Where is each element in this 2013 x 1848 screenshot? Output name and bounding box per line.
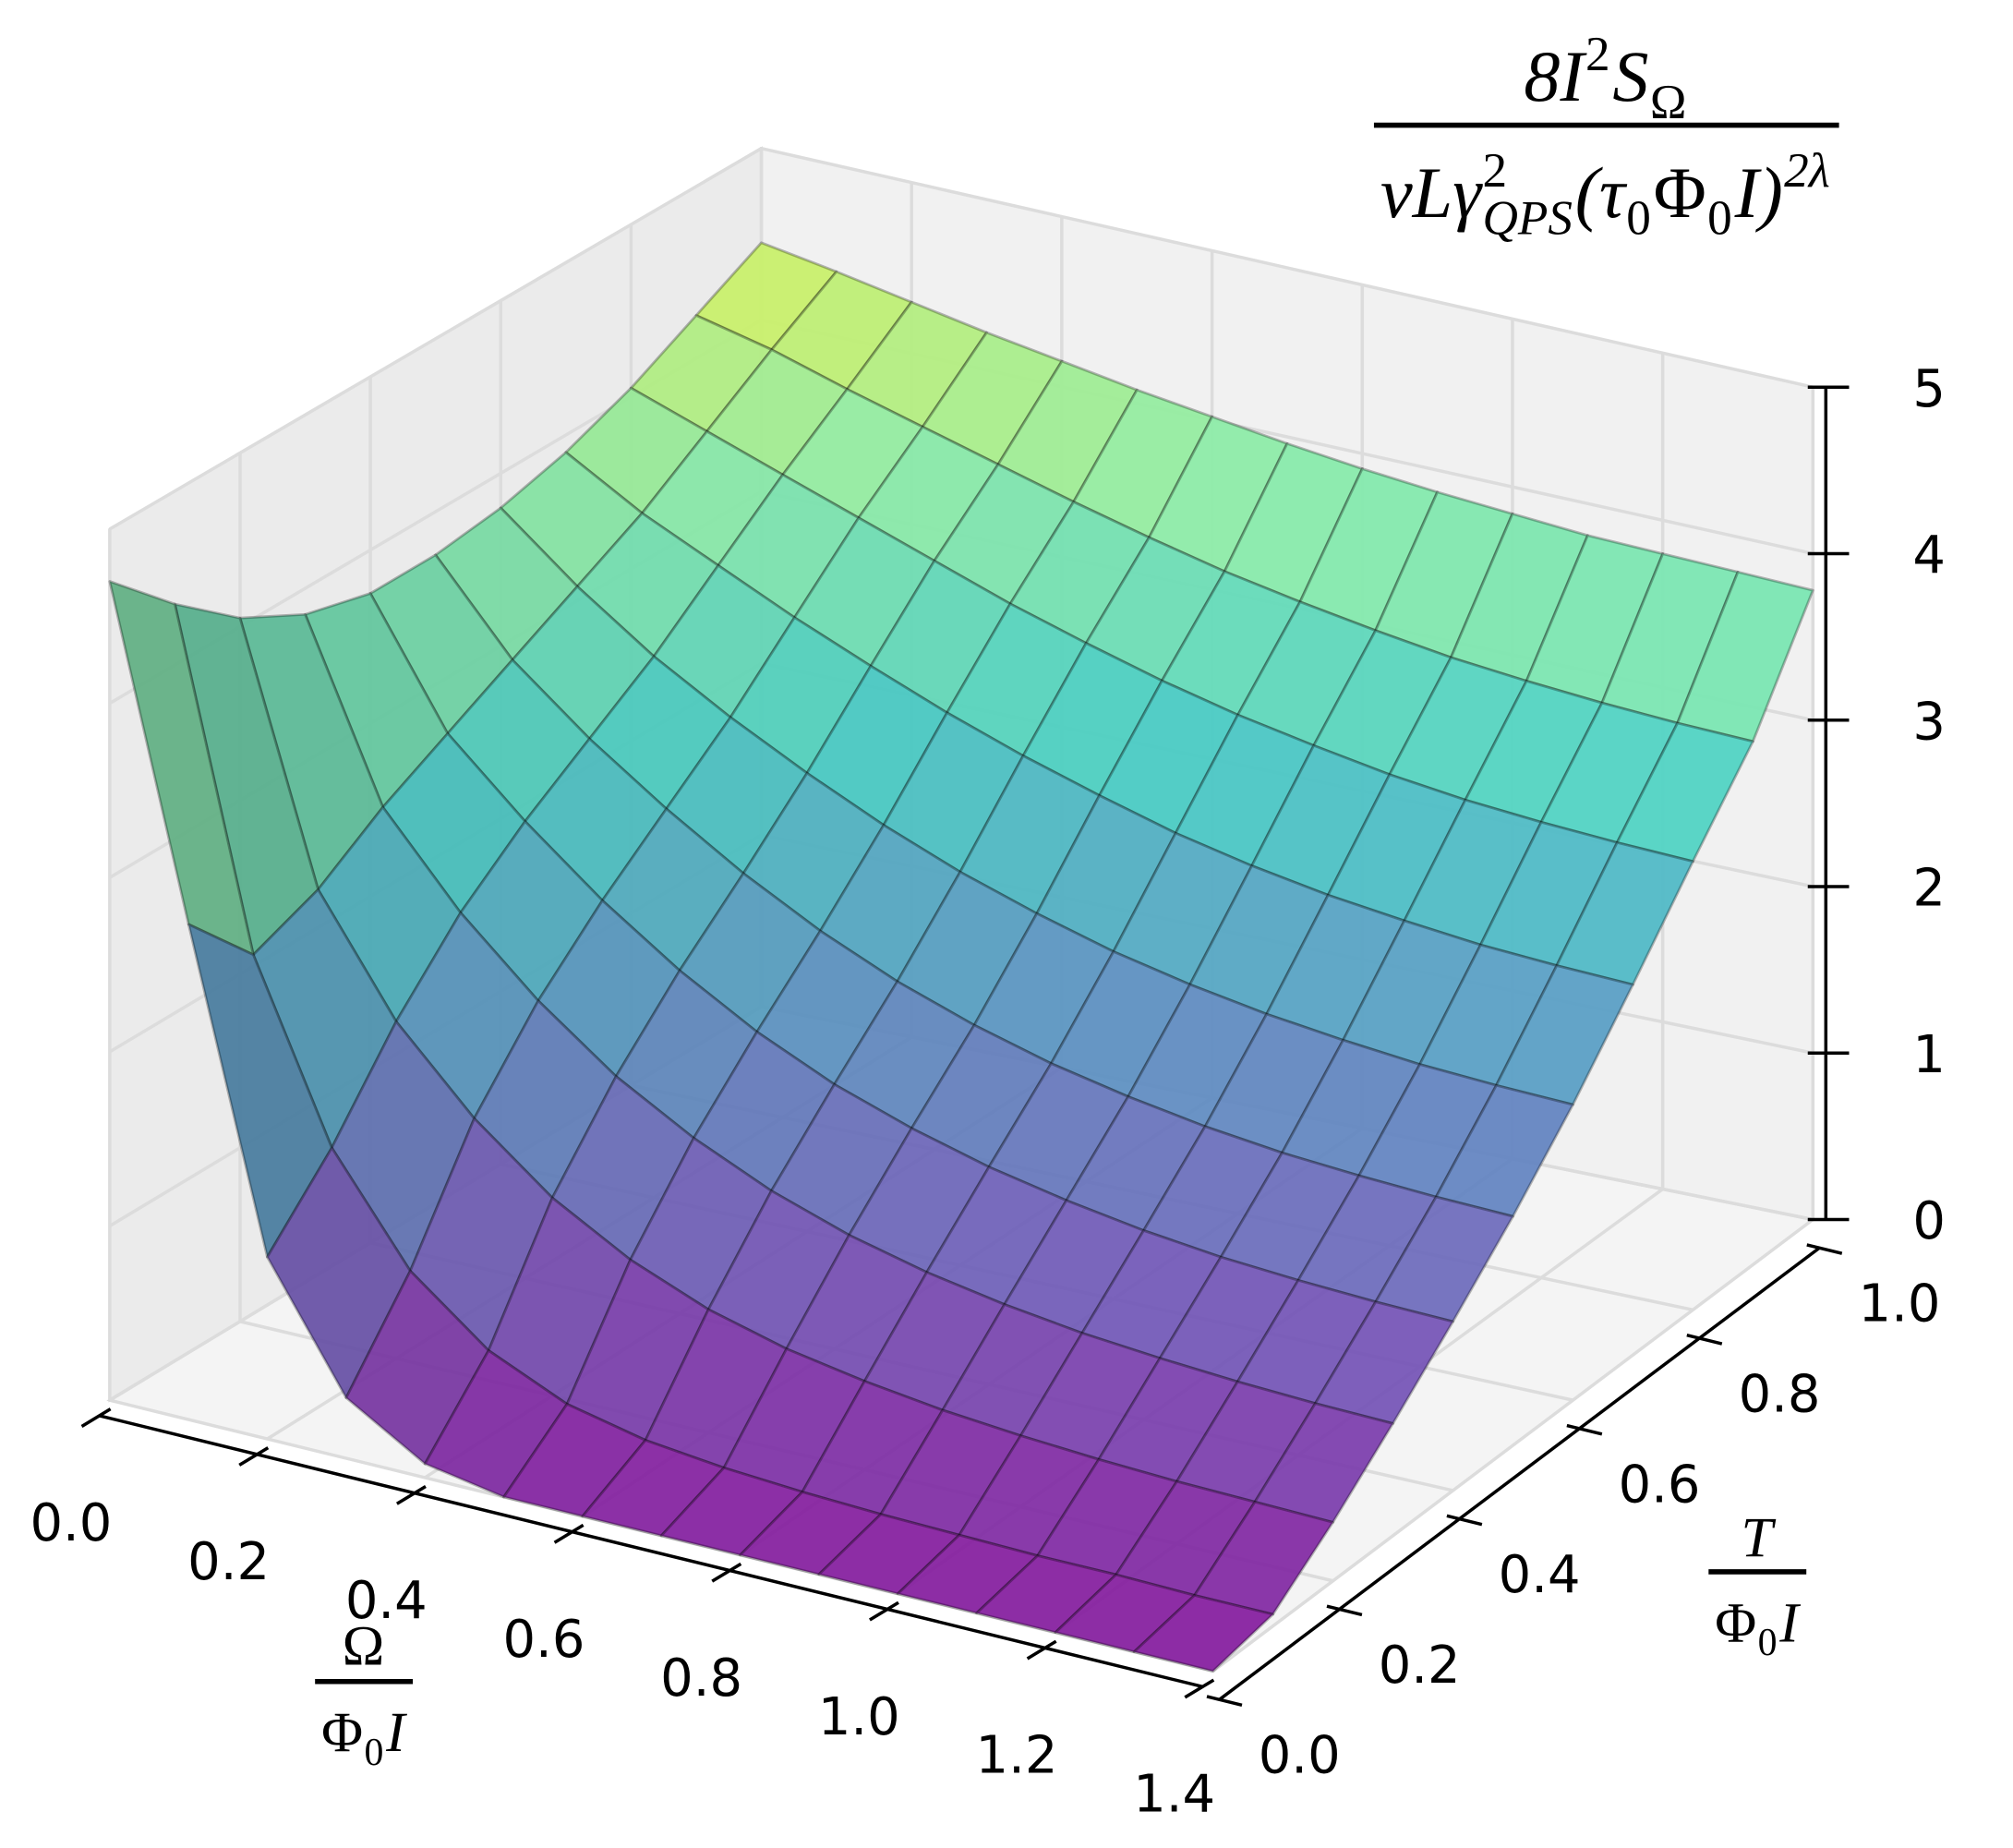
x-tick bbox=[395, 1485, 427, 1505]
x-tick-label: 0.0 bbox=[30, 1493, 112, 1553]
x-tick bbox=[869, 1600, 899, 1622]
math-row: Ω bbox=[343, 1615, 385, 1678]
surface-patch bbox=[1555, 840, 1694, 986]
y-tick-label: 0.4 bbox=[1499, 1545, 1581, 1605]
x-tick-label: 0.2 bbox=[187, 1532, 270, 1592]
x-tick-label: 0.6 bbox=[503, 1610, 585, 1670]
math-row: T bbox=[1742, 1506, 1777, 1569]
math-part: 0 bbox=[1707, 191, 1732, 246]
math-part: S bbox=[1612, 36, 1648, 116]
grid-line bbox=[1211, 1218, 1814, 1673]
z-tick-label: 4 bbox=[1912, 525, 1946, 586]
math-part: 2 bbox=[1585, 27, 1610, 81]
z-tick-label: 1 bbox=[1912, 1025, 1946, 1085]
grid-line bbox=[108, 147, 763, 531]
y-tick-label: 1.0 bbox=[1859, 1274, 1941, 1335]
math-part: vLγ bbox=[1380, 152, 1483, 233]
y-tick bbox=[1686, 1334, 1723, 1346]
math-part: I) bbox=[1734, 152, 1783, 233]
z-tick-label: 0 bbox=[1912, 1191, 1946, 1251]
x-tick-label: 0.8 bbox=[660, 1649, 742, 1709]
math-part: 0 bbox=[365, 1732, 384, 1774]
x-tick bbox=[1184, 1678, 1215, 1699]
math-part: 0 bbox=[1758, 1622, 1778, 1664]
math-row: 8I 2 S Ω bbox=[1524, 27, 1686, 129]
math-part: Φ bbox=[321, 1701, 363, 1764]
math-part: Ω bbox=[1650, 75, 1687, 129]
y-tick bbox=[1806, 1243, 1843, 1255]
z-tick-label: 5 bbox=[1912, 359, 1946, 419]
math-part: 0 bbox=[1626, 191, 1651, 246]
x-tick bbox=[80, 1407, 112, 1428]
math-part: Ω bbox=[343, 1615, 385, 1678]
y-tick bbox=[1566, 1423, 1603, 1436]
math-part: T bbox=[1742, 1506, 1777, 1569]
x-tick-label: 1.0 bbox=[818, 1687, 900, 1747]
x-tick bbox=[238, 1446, 270, 1467]
math-part: Φ bbox=[1654, 152, 1706, 233]
math-part: I bbox=[1778, 1591, 1801, 1654]
x-tick bbox=[1026, 1639, 1057, 1661]
math-part: QPS bbox=[1482, 191, 1573, 246]
y-tick bbox=[1326, 1604, 1363, 1617]
x-tick-label: 1.4 bbox=[1133, 1765, 1215, 1825]
math-part: 2λ bbox=[1784, 143, 1830, 198]
math-part: 2 bbox=[1482, 143, 1507, 198]
math-part: (τ bbox=[1575, 152, 1628, 233]
x-tick-label: 0.4 bbox=[345, 1571, 428, 1631]
y-tick bbox=[1446, 1514, 1483, 1527]
x-tick bbox=[711, 1562, 742, 1583]
math-part: 8I bbox=[1524, 36, 1587, 116]
x-axis bbox=[99, 1414, 1203, 1689]
grid-line bbox=[761, 146, 1814, 389]
y-tick-label: 0.6 bbox=[1619, 1455, 1701, 1515]
y-tick-label: 0.2 bbox=[1379, 1636, 1461, 1696]
z-tick-label: 2 bbox=[1912, 859, 1946, 919]
math-part: I bbox=[385, 1701, 407, 1764]
y-tick-label: 0.8 bbox=[1739, 1364, 1821, 1424]
math-part: Φ bbox=[1715, 1591, 1756, 1654]
x-tick bbox=[553, 1523, 585, 1544]
x-tick-label: 1.2 bbox=[976, 1726, 1058, 1786]
y-axis bbox=[1218, 1246, 1821, 1701]
y-tick-label: 0.0 bbox=[1259, 1726, 1341, 1786]
z-tick-label: 3 bbox=[1912, 692, 1946, 752]
y-tick bbox=[1206, 1695, 1243, 1708]
surface-patch bbox=[1132, 1594, 1274, 1673]
